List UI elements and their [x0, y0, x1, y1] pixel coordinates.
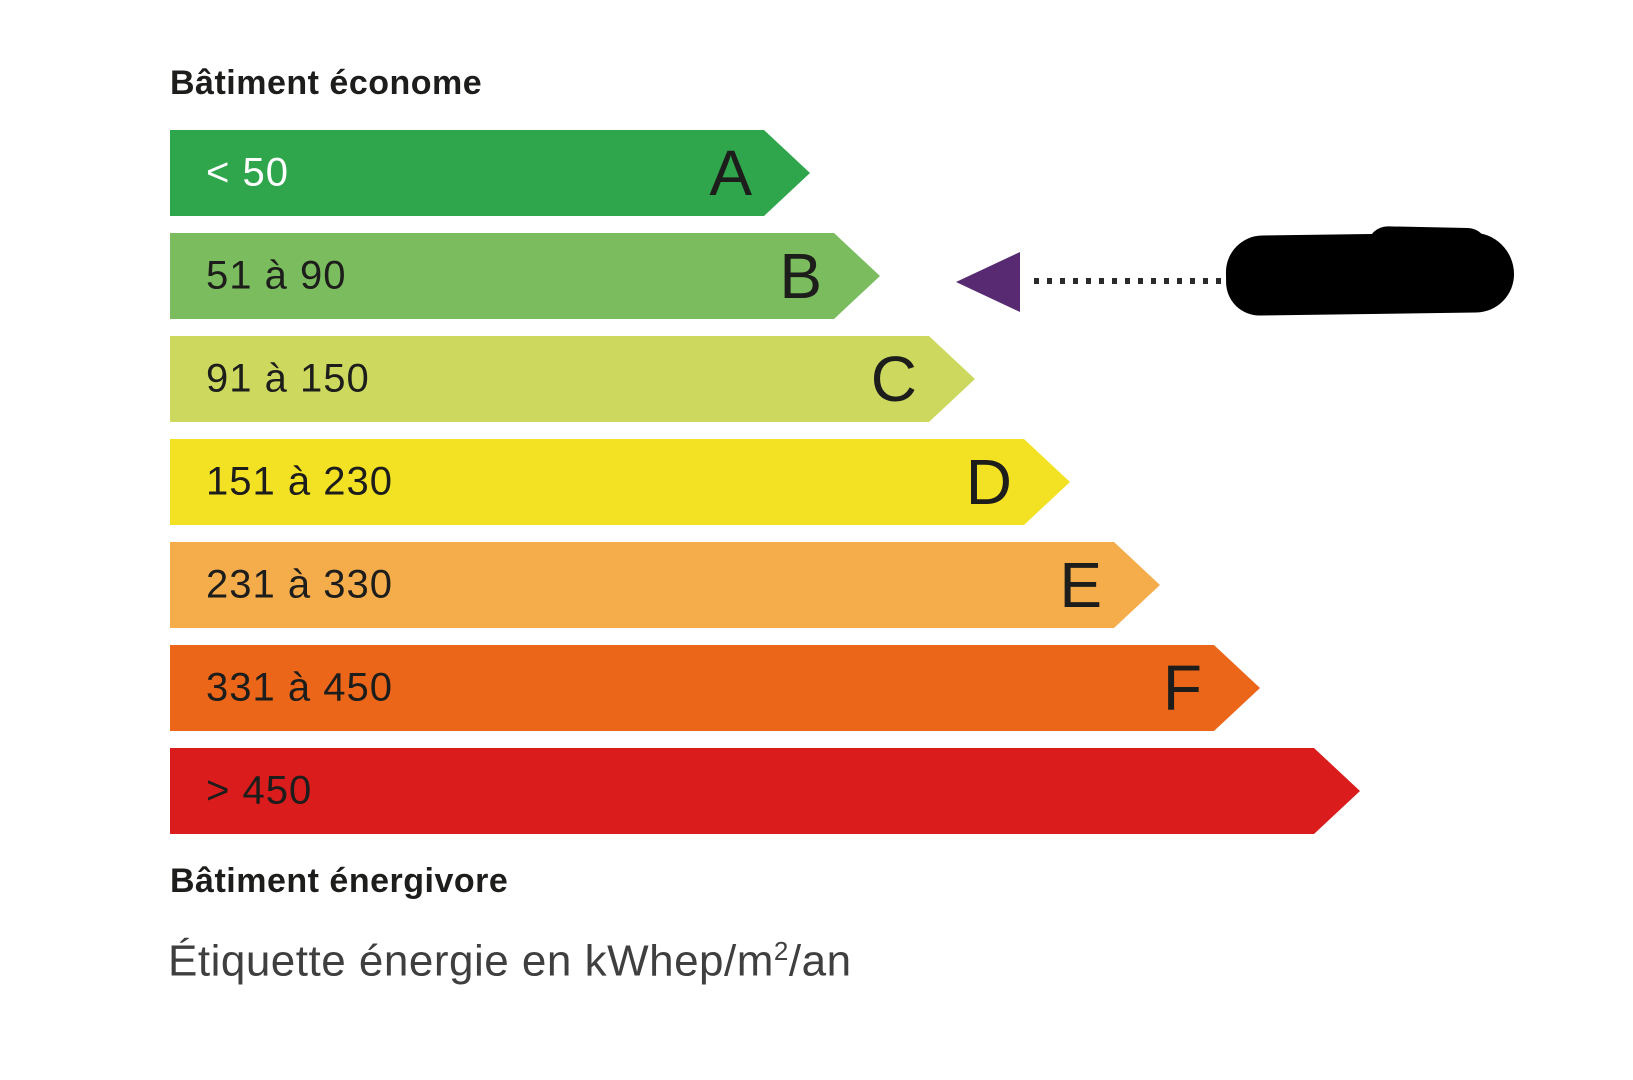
bar-arrow-shape: < 50 A	[170, 130, 810, 216]
bar-class-letter: E	[1059, 549, 1102, 621]
bar-arrow-shape: 231 à 330 E	[170, 542, 1160, 628]
bar-arrow-shape: > 450	[170, 748, 1360, 834]
bar-range-label: 151 à 230	[206, 459, 393, 504]
caption-suffix: /an	[788, 936, 852, 986]
bar-range-label: < 50	[206, 150, 289, 195]
caption-prefix: Étiquette énergie en kWhep/m	[168, 936, 774, 986]
bar-arrow-shape: 91 à 150 C	[170, 336, 975, 422]
bar-range-label: 91 à 150	[206, 356, 370, 401]
bar-class-letter: D	[965, 446, 1012, 518]
bar-class-letter: B	[779, 240, 822, 312]
energy-scale: < 50 A 51 à 90 B 91 à 150 C 151 à 230 D 231 à 33…	[170, 130, 1360, 851]
bar-class-letter: A	[709, 137, 752, 209]
energy-bar-g: > 450	[170, 748, 1360, 834]
redacted-value-scribble	[1225, 231, 1515, 317]
energy-bar-a: < 50 A	[170, 130, 1360, 216]
label-batiment-econome: Bâtiment économe	[170, 64, 483, 102]
bar-arrow-shape: 51 à 90 B	[170, 233, 880, 319]
label-batiment-energivore: Bâtiment énergivore	[170, 862, 509, 900]
energy-bar-c: 91 à 150 C	[170, 336, 1360, 422]
bar-range-label: > 450	[206, 768, 313, 813]
bar-class-letter: F	[1162, 652, 1202, 724]
energy-bar-f: 331 à 450 F	[170, 645, 1360, 731]
caption-superscript: 2	[773, 936, 789, 966]
bar-arrow-shape: 151 à 230 D	[170, 439, 1070, 525]
energy-bar-d: 151 à 230 D	[170, 439, 1360, 525]
energy-bar-b: 51 à 90 B	[170, 233, 1360, 319]
bar-range-label: 331 à 450	[206, 665, 393, 710]
energy-unit-caption: Étiquette énergie en kWhep/m2/an	[168, 936, 852, 987]
bar-arrow-shape: 331 à 450 F	[170, 645, 1260, 731]
bar-range-label: 231 à 330	[206, 562, 393, 607]
dotted-connector-line	[1034, 278, 1226, 284]
bar-range-label: 51 à 90	[206, 253, 347, 298]
energy-bar-e: 231 à 330 E	[170, 542, 1360, 628]
bar-class-letter: C	[870, 343, 917, 415]
